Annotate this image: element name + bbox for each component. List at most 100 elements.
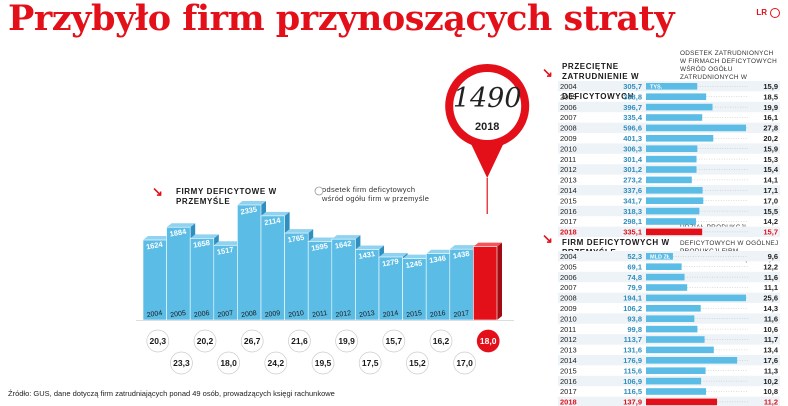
bar-top [284,229,314,234]
year-label: 2014 [382,310,399,319]
year-label: 2009 [264,310,281,319]
table1-year: 2004 [560,82,577,91]
table2-value: 113,7 [624,335,642,344]
table1-share: 14,1 [763,176,778,185]
table2-bar [646,315,695,322]
bar-value-label: 1346 [429,253,447,265]
share-circle [193,329,217,353]
table2-value: 137,9 [623,398,642,406]
share-label: 24,2 [268,358,285,368]
table2-value: 74,8 [627,273,642,282]
share-label: 23,3 [173,358,190,368]
table1-bar [646,83,698,90]
pin-tip [469,140,506,178]
share-label: 26,7 [244,336,261,346]
bar [189,238,215,321]
legend-text: odsetek firm deficytowych wśród ogółu fi… [322,185,430,203]
table1-value: 301,2 [623,165,642,174]
bar-top [261,211,290,216]
year-label: 2011 [312,310,328,319]
table1-year: 2011 [560,155,576,164]
table2-year: 2005 [560,262,577,271]
table2-share: 10,6 [763,325,778,334]
table1-bar [646,155,697,163]
bar-value-label: 1431 [358,249,376,261]
table2-year: 2012 [560,335,577,344]
table1-bar [646,135,714,142]
table1-value: 318,3 [623,207,642,216]
table1-share: 15,7 [763,228,778,237]
table1-bar [646,197,704,204]
bar-value-label: 1884 [169,227,188,239]
year-label: 2017 [453,310,470,319]
bar [142,239,167,321]
share-circle [311,351,335,375]
table2-value: 52,3 [627,252,642,261]
bar-top [473,242,502,247]
table2-bar [646,263,682,270]
share-label: 16,2 [433,336,450,346]
table2-unit: MLD ZŁ [650,255,671,261]
bar [166,226,191,321]
table1-bar [646,187,703,194]
table2-bar [646,294,746,302]
table1-bar [646,207,700,215]
table1-year: 2016 [560,207,577,216]
share-circle [382,329,406,353]
table1-bar [646,166,697,173]
share-label: 20,2 [197,336,214,346]
table2-year: 2008 [560,294,577,303]
red-arrow-icon: ↘ [542,231,553,246]
bar-value-label: 1438 [452,249,470,261]
table2-bar [646,284,688,291]
year-label: 2005 [170,310,187,319]
table1-year: 2014 [560,186,577,195]
table1-year: 2009 [560,134,577,143]
table2-bar [646,273,685,281]
bar-chart-label: Firmy deficytowe w przemyśle [176,187,277,206]
year-label: 2013 [359,310,376,319]
share-circle [217,351,240,375]
publisher-logo: LR [756,8,780,18]
bar [307,241,333,321]
table1-share: 20,2 [763,134,778,143]
table1-share: 15,9 [763,144,778,153]
table2-value: 106,9 [623,377,642,386]
table1-year: 2006 [560,103,577,112]
table1-share: 18,5 [763,92,778,101]
year-label: 2004 [146,310,163,319]
share-circle [453,351,476,375]
table2-value: 106,2 [623,304,642,313]
bar-value-label: 1517 [216,245,234,257]
logo-icon [770,8,780,18]
red-arrow-icon: ↘ [542,65,553,80]
table2-year: 2011 [560,325,576,334]
table2-value: 116,5 [624,387,642,396]
table1-year: 2013 [560,176,577,185]
table2-value: 176,9 [623,356,642,365]
table1-bar [646,218,696,225]
table1-year: 2007 [560,113,577,122]
table1-value: 358,8 [623,92,642,101]
table1-value: 401,3 [623,134,642,143]
bar-top [166,223,196,228]
table2-year: 2004 [560,252,577,261]
share-circle [170,351,193,375]
baseline [136,320,514,321]
year-label: 2016 [430,310,447,319]
table2-value: 131,6 [623,346,642,355]
table1-value: 298,1 [623,217,642,226]
bar-top [213,241,243,246]
bar [237,204,262,321]
table1-bar [646,124,746,132]
table2-share: 10,8 [763,387,778,396]
table1-year: 2017 [560,217,577,226]
table2-year: 2015 [560,366,577,375]
share-circle [358,351,382,375]
table1-share: 15,5 [763,207,778,216]
table2-share: 25,6 [763,294,778,303]
table1-share: 17,0 [763,196,778,205]
table2-year: 2010 [560,314,577,323]
year-label: 2007 [217,310,234,319]
